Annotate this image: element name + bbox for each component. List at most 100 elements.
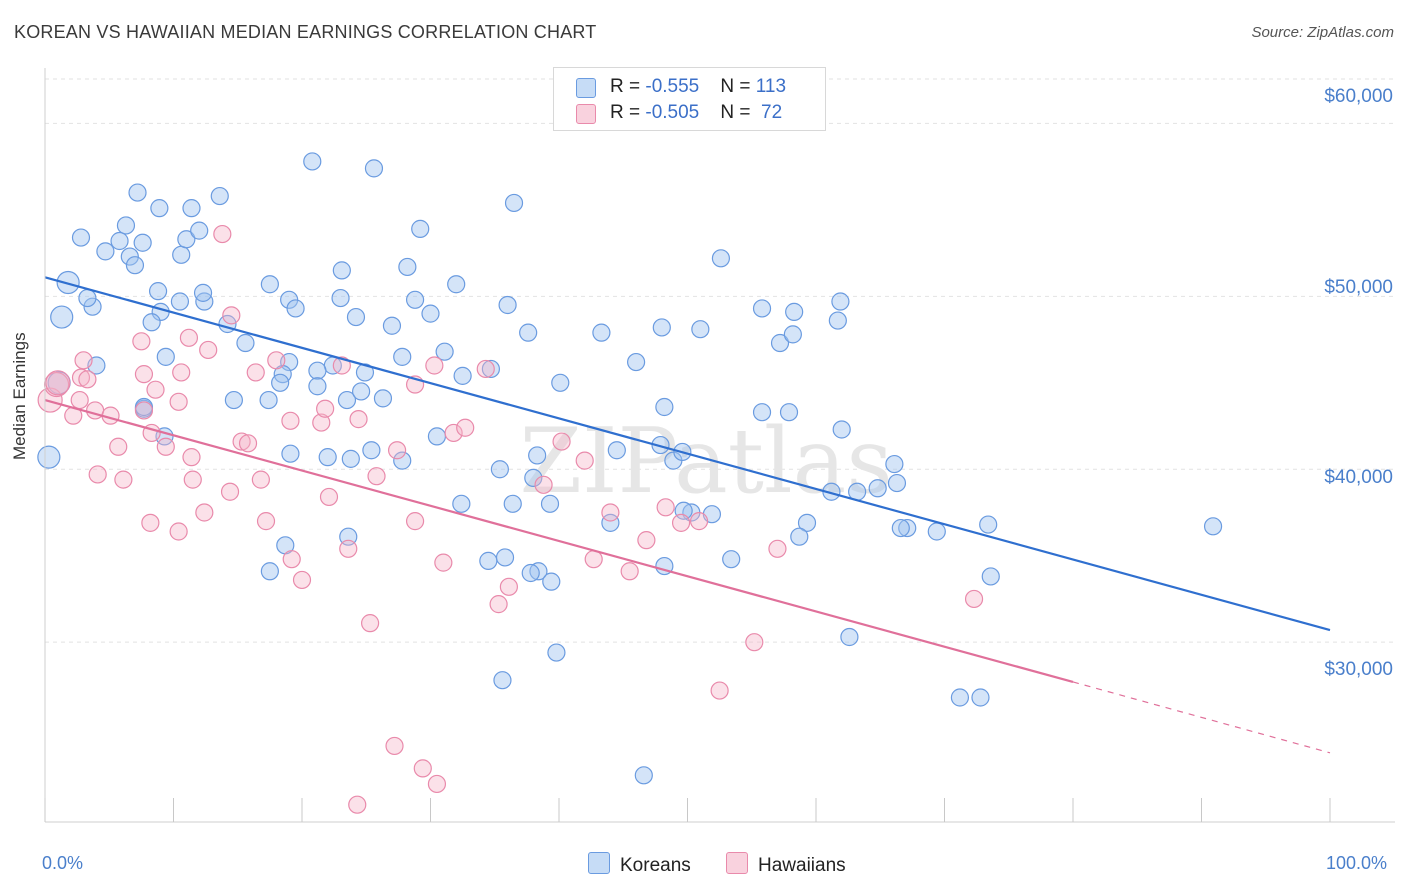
korean-point	[373, 389, 393, 408]
hawaiian-point	[552, 432, 571, 451]
korean-point	[110, 231, 129, 251]
korean-point	[547, 643, 566, 662]
korean-point	[71, 228, 91, 247]
hawaiian-point	[425, 356, 444, 375]
korean-point	[271, 373, 290, 392]
korean-point	[479, 551, 498, 570]
hawaiian-point	[251, 470, 270, 489]
hawaiian-point	[620, 562, 639, 581]
korean-point	[346, 307, 366, 327]
hawaiian-point	[456, 418, 475, 437]
korean-trend-line	[44, 276, 1331, 632]
hawaiian-point	[179, 328, 199, 347]
hawaiian-point	[246, 363, 265, 382]
korean-point	[193, 283, 213, 302]
korean-point	[331, 288, 350, 308]
korean-legend-label: Koreans	[620, 855, 691, 876]
hawaiian-point	[256, 512, 276, 531]
hawaiian-point	[710, 681, 729, 700]
hawaiian-r-label: R =	[610, 102, 646, 123]
korean-point	[405, 290, 425, 309]
korean-point	[182, 199, 201, 218]
korean-point	[524, 468, 543, 487]
y-tick-label-60000: $60,000	[1324, 86, 1393, 107]
korean-point	[260, 562, 279, 581]
hawaiian-point	[312, 413, 331, 432]
hawaiian-point	[183, 470, 202, 489]
korean-point	[521, 563, 540, 583]
watermark-text: ZIPatlas	[519, 409, 892, 514]
hawaiian-point	[267, 351, 286, 370]
hawaiian-point	[316, 399, 335, 418]
korean-point	[493, 671, 512, 690]
korean-point	[172, 245, 191, 264]
korean-point	[150, 199, 169, 218]
korean-n-value: 113	[755, 76, 787, 97]
korean-point	[125, 256, 145, 275]
legend-item-koreans: Koreans	[588, 852, 691, 877]
axes	[44, 68, 1395, 823]
hawaiian-point	[671, 513, 691, 532]
y-tick-label-30000: $30,000	[1324, 659, 1393, 680]
hawaiian-point	[339, 539, 358, 558]
hawaiian-point	[656, 498, 675, 517]
korean-point	[840, 627, 859, 647]
korean-point	[148, 282, 168, 301]
hawaiian-point	[689, 512, 709, 531]
hawaiian-legend-swatch	[726, 852, 748, 874]
korean-point	[236, 333, 255, 353]
korean-point	[142, 313, 161, 332]
korean-point	[96, 242, 115, 261]
korean-point	[332, 261, 351, 280]
korean-point	[190, 221, 209, 240]
korean-point	[779, 403, 799, 422]
korean-point	[832, 420, 851, 439]
hawaiian-point	[156, 437, 175, 456]
hawaiian-point	[745, 633, 764, 652]
korean-point	[490, 460, 509, 479]
korean-point	[362, 441, 381, 460]
korean-point	[50, 305, 74, 329]
korean-point	[831, 292, 850, 311]
hawaiian-trend-line	[44, 399, 1074, 683]
x-tick-label-min: 0.0%	[42, 853, 84, 873]
hawaiian-point	[141, 513, 160, 532]
hawaiian-point	[332, 356, 351, 375]
hawaiian-point	[292, 570, 312, 590]
hawaiian-point	[232, 432, 251, 451]
source-label: Source: ZipAtlas.com	[1251, 24, 1394, 41]
korean-point	[495, 548, 515, 567]
korean-point	[156, 347, 175, 366]
korean-point	[652, 318, 671, 337]
korean-point	[452, 494, 471, 513]
korean-point	[83, 297, 102, 316]
x-tick-label-max: 100.0%	[1326, 853, 1388, 873]
korean-point	[601, 513, 620, 532]
korean-point	[498, 295, 517, 315]
korean-point	[785, 302, 804, 321]
hawaiian-point	[964, 589, 984, 609]
korean-point	[281, 444, 300, 463]
korean-point	[355, 363, 375, 382]
korean-point	[421, 304, 440, 323]
y-tick-label-40000: $40,000	[1324, 467, 1393, 488]
korean-point	[540, 494, 560, 513]
correlation-legend: R = -0.555 N = 113 R = -0.505 N = 72	[553, 67, 826, 131]
korean-point	[318, 448, 337, 467]
watermark: ZIPatlas	[519, 409, 892, 514]
hawaiian-point	[476, 359, 495, 379]
hawaiian-point	[575, 451, 594, 470]
korean-point	[382, 316, 402, 335]
korean-point	[128, 183, 147, 202]
korean-r-label: R =	[610, 76, 646, 97]
korean-point	[634, 766, 653, 785]
korean-point	[352, 382, 371, 401]
korean-point	[691, 320, 710, 339]
hawaiian-point	[71, 368, 91, 387]
korean-point	[427, 427, 447, 446]
hawaiian-swatch	[576, 104, 596, 124]
hawaiian-point	[45, 370, 71, 396]
korean-point	[783, 325, 802, 344]
korean-point	[981, 567, 1000, 586]
hawaiian-point	[134, 365, 154, 384]
